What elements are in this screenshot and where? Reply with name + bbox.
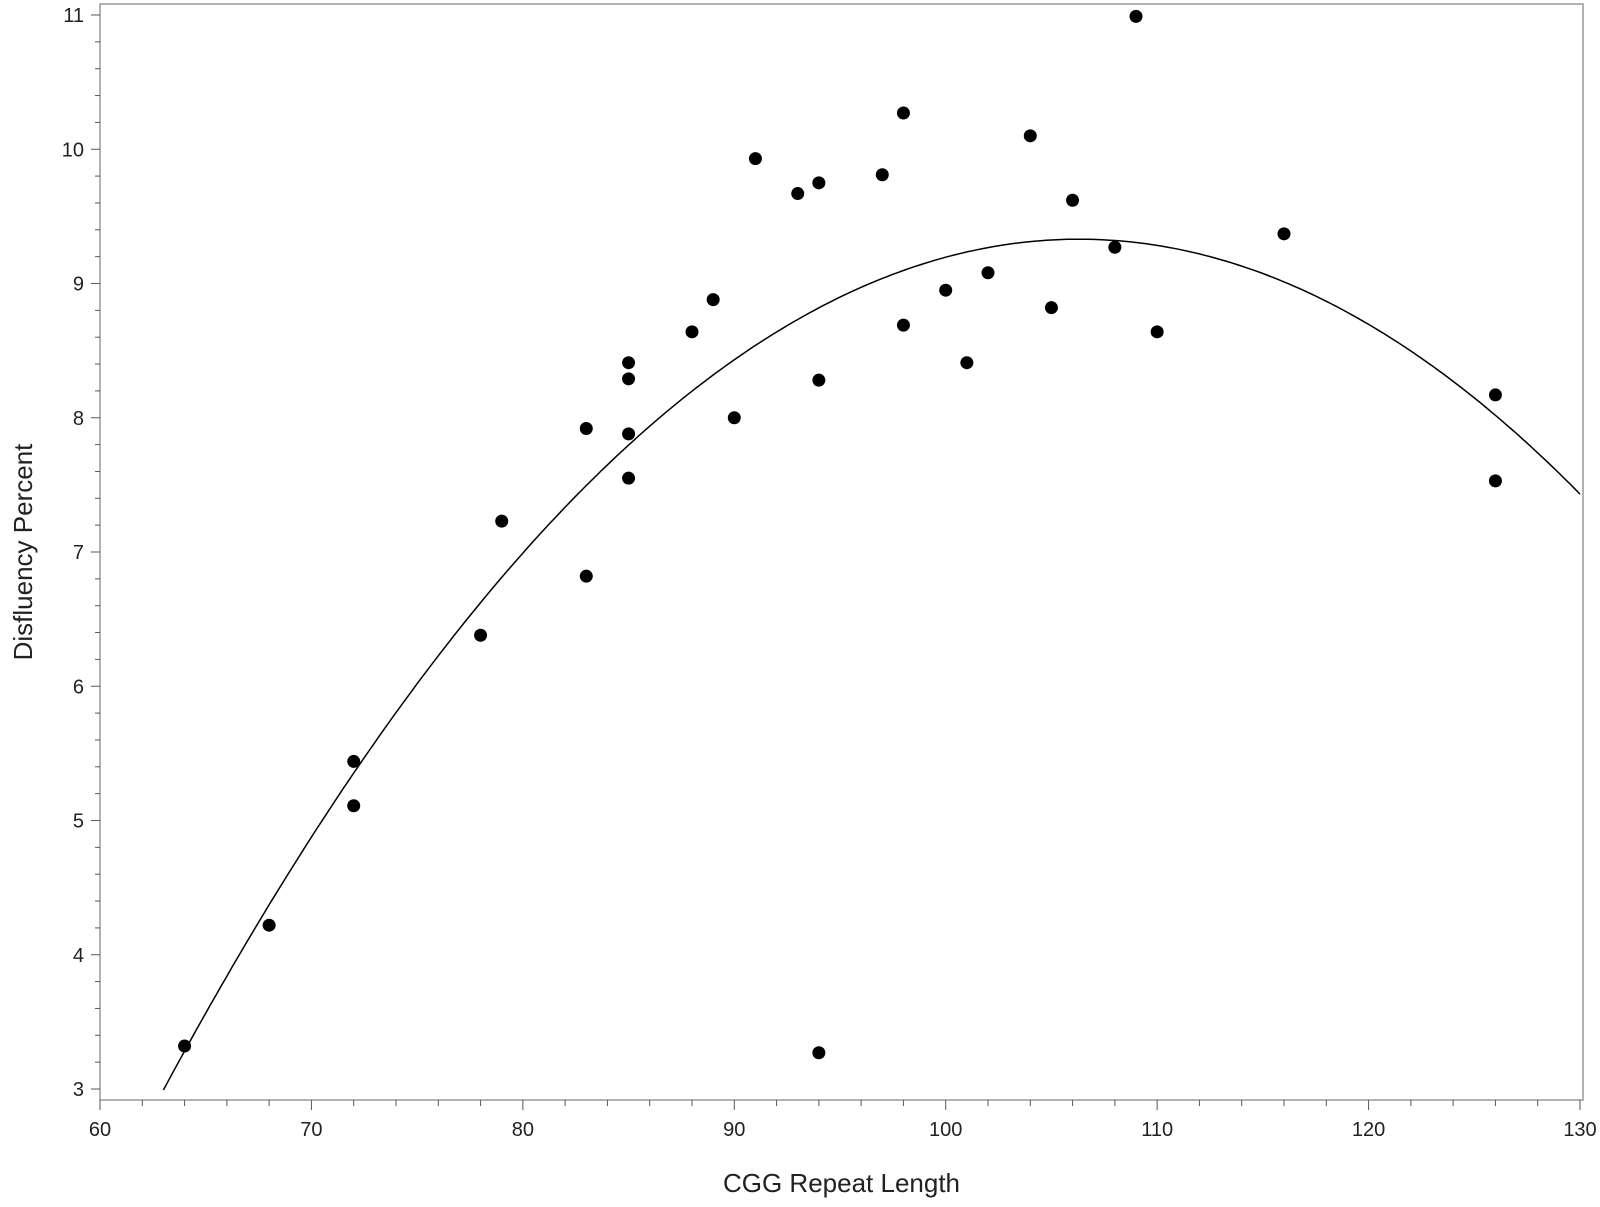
data-point [622,372,636,386]
y-tick-label: 9 [73,274,84,296]
data-point [579,569,593,583]
y-tick-label: 11 [63,5,84,27]
data-point [622,427,636,441]
data-point [347,754,361,768]
data-point [178,1039,192,1053]
data-point [812,1046,826,1060]
fit-curve [162,238,1581,1091]
y-tick-label: 10 [62,139,84,161]
x-tick-label: 90 [723,1119,745,1141]
y-tick-label: 3 [73,1079,84,1101]
plot-frame [99,3,1584,1101]
y-tick-label: 8 [73,408,84,430]
y-axis: 3 4 5 6 7 8 9 10 11 [62,5,100,1101]
data-point [1277,227,1291,241]
data-point [1150,325,1164,339]
data-point [875,168,889,182]
data-point [1044,301,1058,315]
data-points [178,9,1502,1060]
data-point [1488,388,1502,402]
data-point [748,152,762,166]
data-point [896,106,910,120]
y-tick-label: 7 [73,542,84,564]
data-point [1066,193,1080,207]
data-point [981,266,995,280]
x-axis: 60 70 80 90 100 110 120 130 [89,1100,1597,1141]
x-tick-label: 110 [1141,1119,1173,1141]
data-point [896,318,910,332]
data-point [495,514,509,528]
y-tick-label: 5 [73,811,84,833]
data-point [791,187,805,201]
data-point [1488,474,1502,488]
x-tick-label: 100 [929,1119,962,1141]
data-point [262,918,276,932]
data-point [727,411,741,425]
data-point [474,628,488,642]
data-point [685,325,699,339]
y-axis-title: Disfluency Percent [8,443,38,661]
data-point [706,293,720,307]
x-tick-label: 80 [512,1119,534,1141]
data-point [812,373,826,387]
data-point [812,176,826,190]
x-tick-label: 60 [89,1119,111,1141]
data-point [622,356,636,370]
data-point [622,471,636,485]
data-point [1108,240,1122,254]
x-tick-label: 70 [300,1119,322,1141]
data-point [347,799,361,813]
y-tick-label: 6 [73,676,84,698]
data-point [1129,9,1143,23]
x-axis-title: CGG Repeat Length [723,1168,960,1198]
x-tick-label: 130 [1563,1119,1596,1141]
data-point [1023,129,1037,143]
y-tick-label: 4 [73,945,84,967]
data-point [579,421,593,435]
data-point [939,283,953,297]
data-point [960,356,974,370]
x-tick-label: 120 [1352,1119,1385,1141]
